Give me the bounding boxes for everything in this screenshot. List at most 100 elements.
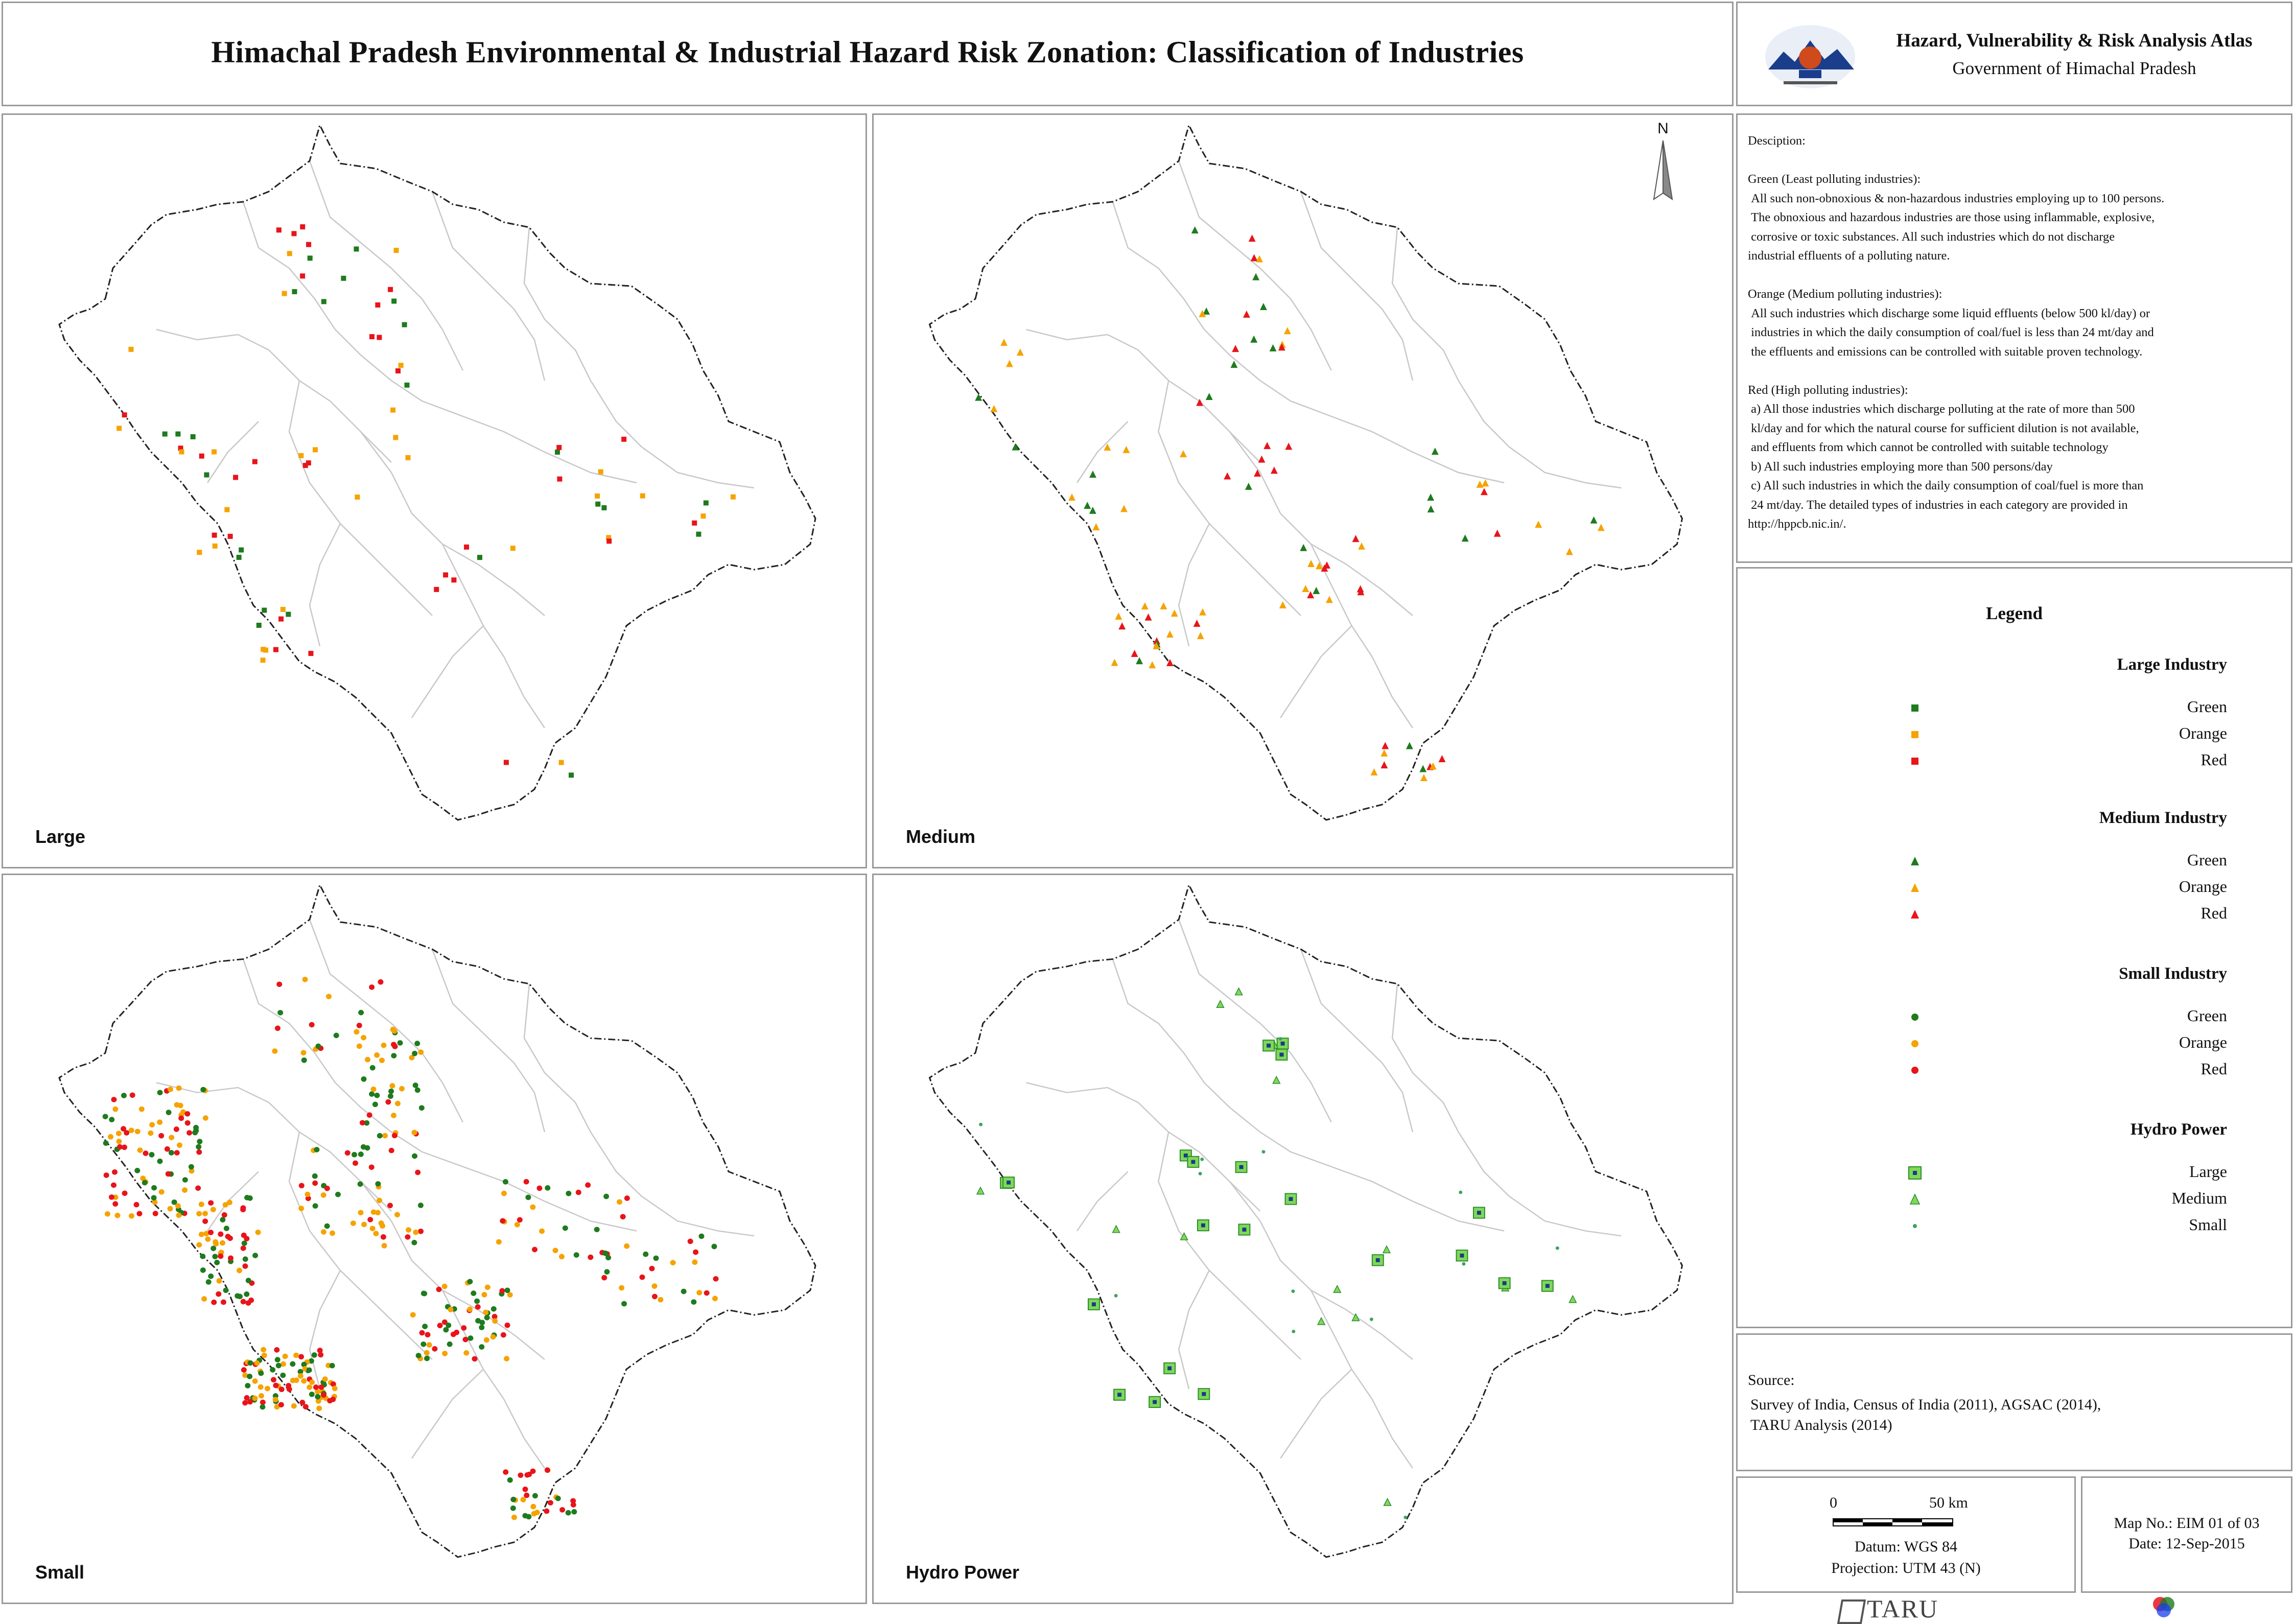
industry-marker [558,760,564,765]
industry-marker [218,1253,224,1259]
industry-marker [212,532,217,538]
industry-marker [1482,479,1489,487]
industry-marker [492,1318,498,1324]
industry-marker [280,1361,286,1367]
industry-marker [1333,1284,1342,1293]
industry-marker [309,1379,315,1385]
industry-marker [216,1291,222,1297]
industry-marker [208,1200,214,1206]
industry-marker [358,1009,364,1016]
industry-marker [201,1296,207,1302]
district-boundary [1310,1290,1414,1469]
district-boundary [441,544,546,728]
industry-marker [507,1477,513,1483]
industry-marker [241,1367,247,1373]
industry-marker [200,1087,206,1093]
industry-marker [205,1236,211,1242]
industry-marker [315,1043,321,1049]
state-boundary [928,883,1683,1558]
industry-marker [490,1334,496,1340]
industry-marker [1292,1329,1296,1333]
industry-marker [116,426,122,431]
legend-item: Medium [1738,1187,2291,1213]
district-boundary [242,959,392,1133]
industry-marker [1250,254,1258,262]
industry-marker [712,1296,718,1302]
industry-marker [1569,1295,1577,1303]
industry-marker [377,1197,383,1204]
industry-marker [309,1022,315,1028]
industry-marker [1321,564,1328,572]
industry-marker [190,434,196,439]
industry-marker [361,1076,367,1082]
industry-marker [116,1139,122,1144]
industry-marker [312,1180,318,1186]
industry-marker [651,1293,658,1300]
industry-marker [369,1226,376,1232]
industry-marker [258,1393,264,1399]
district-boundary [431,949,546,1133]
industry-marker [321,1392,327,1398]
district-boundary [1300,191,1414,381]
industry-marker [313,1384,319,1390]
industry-marker [171,1199,177,1205]
industry-marker [1258,455,1266,463]
industry-marker [301,1361,307,1368]
industry-marker [393,248,399,253]
industry-marker [454,1329,460,1335]
industry-marker [530,1468,536,1474]
industry-marker [422,1324,428,1329]
industry-marker [696,1290,703,1296]
industry-marker [210,1245,217,1252]
industry-marker [1259,302,1267,310]
legend-symbol-icon [1911,1040,1918,1047]
industry-marker [240,1245,246,1251]
industry-marker [464,544,470,550]
legend-title: Legend [1986,603,2043,623]
industry-marker [1153,642,1160,650]
industry-marker [391,1053,397,1058]
industry-marker [324,1223,330,1229]
industry-marker [306,1367,312,1373]
industry-marker [391,1133,397,1139]
industry-marker [298,1354,305,1360]
industry-marker [1383,1497,1392,1506]
district-boundary [1158,380,1301,616]
industry-marker [402,322,407,327]
industry-marker [1012,443,1019,451]
industry-marker [1252,273,1260,280]
industry-marker [111,1182,117,1188]
industry-marker [330,1381,336,1387]
industry-marker [374,1210,381,1216]
industry-marker [327,1398,333,1404]
district-boundary [1300,949,1414,1133]
industry-marker [297,1369,303,1375]
industry-marker [354,1029,360,1035]
legend-box: Legend Large Industry Green Orange Red Mediu… [1736,567,2292,1328]
industry-marker [1092,523,1100,531]
industry-marker [324,1185,330,1191]
industry-marker [412,1082,418,1088]
industry-marker [152,1211,158,1216]
industry-marker [276,227,282,233]
industry-marker [305,1191,311,1197]
industry-marker [604,1269,610,1275]
north-label: N [1657,120,1669,137]
industry-marker [1196,398,1204,406]
map-date: Date: 12-Sep-2015 [2128,1535,2245,1552]
industry-marker [670,1260,676,1266]
industry-marker [382,1133,388,1139]
industry-marker [186,1130,193,1136]
industry-marker [307,255,313,261]
industry-marker [1205,392,1213,400]
panel-label-small: Small [35,1562,85,1583]
industry-marker [1382,1245,1391,1254]
industry-marker [552,1248,558,1254]
industry-marker [651,1283,658,1289]
industry-marker [316,1405,322,1411]
industry-marker [1369,1317,1373,1321]
industry-marker [602,1250,608,1256]
industry-marker [377,1133,383,1139]
industry-marker [510,1496,517,1502]
industry-marker [1420,774,1427,782]
